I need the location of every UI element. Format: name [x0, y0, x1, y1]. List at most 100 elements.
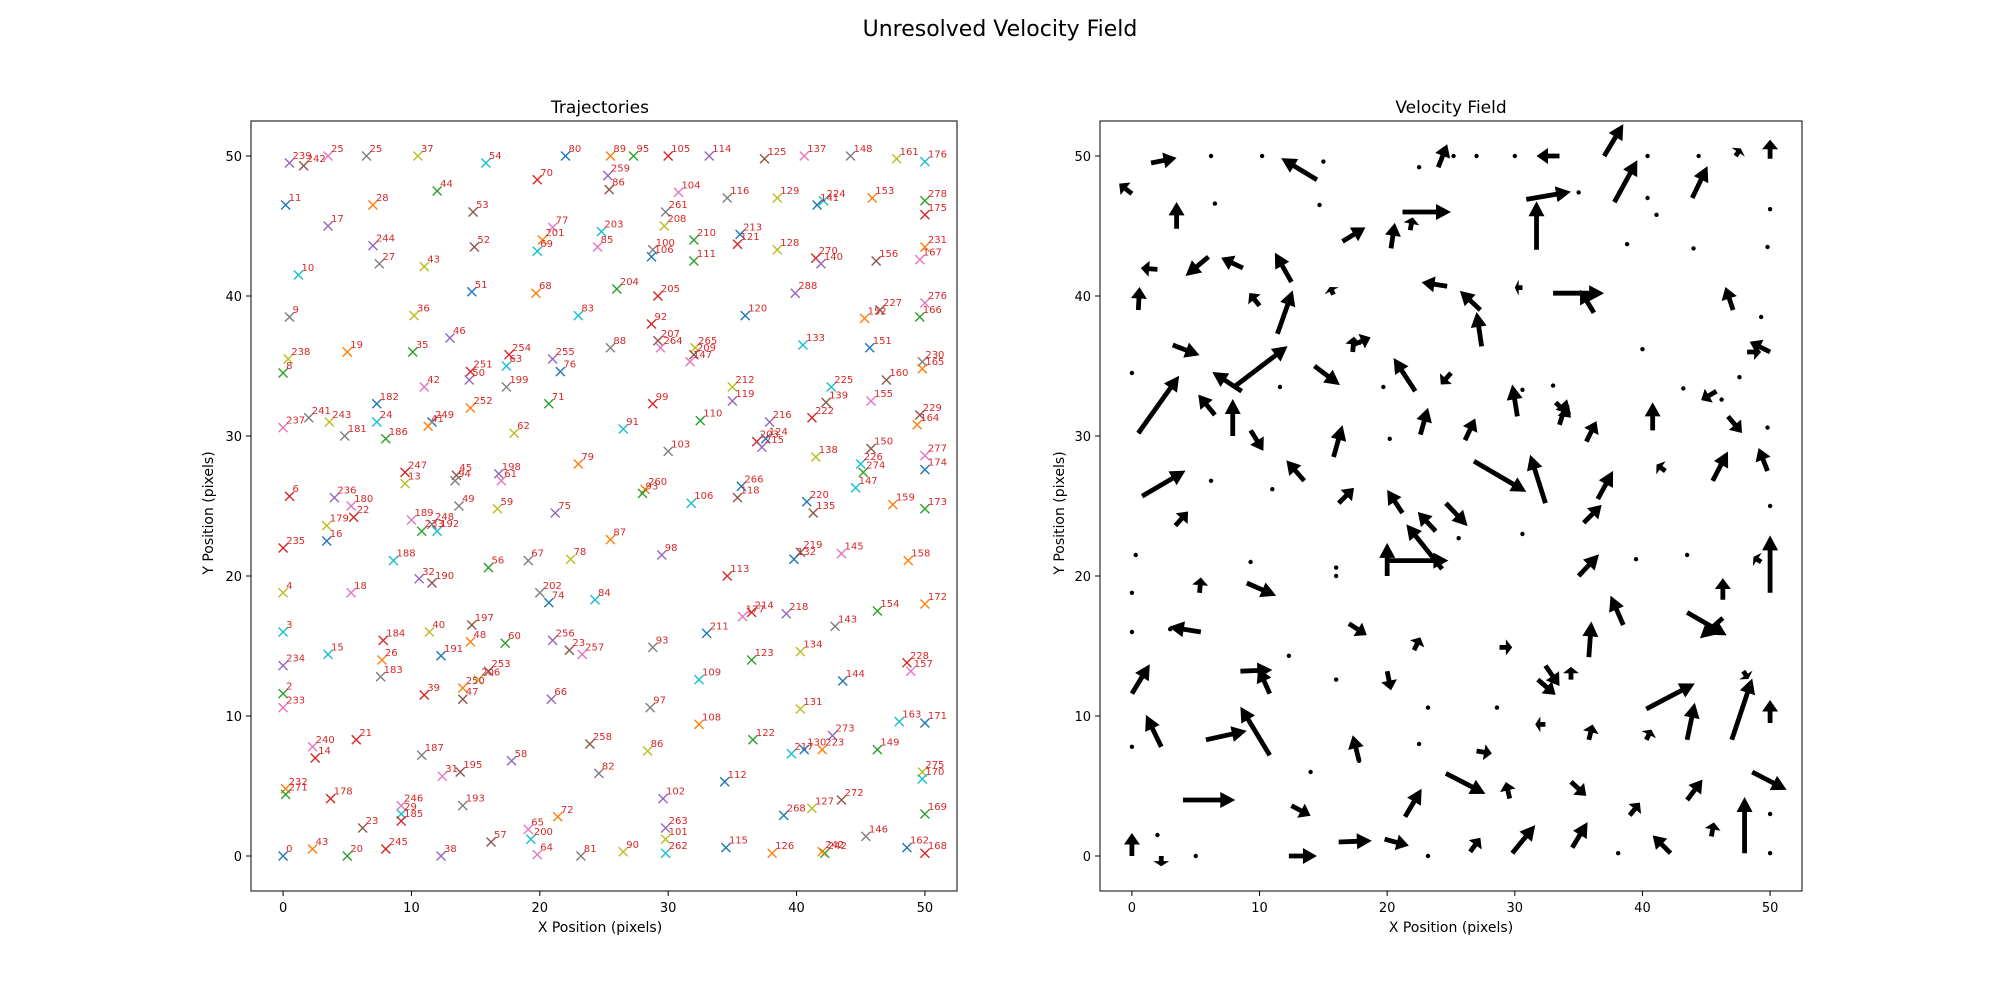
trajectory-marker	[367, 240, 378, 251]
trajectory-marker	[435, 650, 446, 661]
trajectory-marker	[860, 831, 871, 842]
trajectory-label: 74	[552, 591, 565, 602]
trajectory-label: 288	[798, 281, 817, 292]
trajectory-label: 163	[902, 710, 921, 721]
velocity-vector	[1767, 811, 1773, 817]
trajectory-label: 202	[543, 581, 562, 592]
trajectory-marker	[573, 459, 584, 469]
trajectory-label: 106	[694, 491, 713, 502]
velocity-vector	[1290, 803, 1311, 818]
trajectory-marker	[375, 671, 386, 682]
trajectory-label: 243	[332, 410, 351, 421]
trajectory-label: 265	[698, 336, 717, 347]
trajectory-marker	[660, 823, 671, 833]
trajectory-label: 223	[825, 738, 844, 749]
trajectory-marker	[278, 660, 289, 671]
trajectory-label: 181	[348, 424, 367, 435]
trajectory-marker	[310, 753, 321, 763]
trajectory-label: 27	[382, 252, 395, 263]
trajectory-label: 240	[316, 735, 335, 746]
trajectory-label: 75	[558, 501, 571, 512]
velocity-vector	[1402, 204, 1451, 220]
trajectory-label: 113	[730, 564, 749, 575]
trajectory-marker	[919, 450, 930, 461]
trajectory-marker	[552, 811, 563, 822]
trajectories-ytick-label: 0	[234, 850, 242, 865]
trajectory-marker	[760, 433, 771, 444]
trajectory-label: 176	[928, 150, 947, 161]
trajectory-label: 189	[414, 508, 433, 519]
trajectory-label: 86	[612, 178, 625, 189]
trajectory-marker	[914, 254, 925, 265]
velocity-vector	[1755, 448, 1771, 472]
trajectory-label: 70	[540, 168, 553, 179]
trajectory-marker	[673, 187, 684, 198]
velocity-vector	[1387, 552, 1449, 569]
trajectory-label: 278	[928, 189, 947, 200]
trajectory-marker	[736, 481, 747, 492]
trajectory-marker	[695, 415, 706, 426]
trajectory-marker	[901, 842, 912, 853]
velocity-field-title: Velocity Field	[1395, 98, 1506, 118]
velocity-vector	[1129, 744, 1135, 749]
trajectory-marker	[342, 851, 353, 861]
trajectory-label: 154	[880, 599, 899, 610]
trajectory-label: 147	[859, 476, 878, 487]
trajectory-label: 190	[435, 571, 454, 582]
velocity-vector	[1576, 554, 1600, 578]
velocity-vector	[1341, 227, 1366, 244]
trajectory-label: 13	[408, 472, 421, 483]
trajectory-label: 237	[286, 416, 305, 427]
trajectory-marker	[325, 793, 336, 804]
velocity-vector	[1721, 287, 1737, 311]
trajectory-marker	[686, 498, 697, 509]
velocity-vector	[1528, 201, 1545, 250]
trajectory-label: 151	[873, 336, 892, 347]
trajectory-marker	[435, 851, 446, 861]
trajectory-marker	[483, 666, 494, 677]
trajectory-marker	[280, 200, 291, 210]
velocity-vector	[1765, 425, 1770, 430]
velocity-field-xlabel: X Position (pixels)	[1389, 920, 1513, 936]
trajectory-label: 241	[312, 406, 331, 417]
trajectory-marker	[821, 397, 832, 408]
trajectory-label: 23	[572, 638, 585, 649]
trajectory-marker	[339, 431, 350, 441]
velocity-vector	[1451, 153, 1456, 159]
velocity-vector	[1729, 678, 1756, 741]
trajectory-marker	[891, 153, 902, 164]
velocity-vector	[1645, 683, 1695, 712]
velocity-vector	[1752, 552, 1763, 567]
trajectory-marker	[647, 398, 658, 409]
trajectory-marker	[826, 382, 837, 392]
trajectory-marker	[357, 823, 368, 833]
trajectory-marker	[348, 512, 359, 523]
trajectory-marker	[817, 744, 828, 755]
trajectory-label: 226	[864, 452, 883, 463]
trajectory-marker	[547, 354, 558, 364]
trajectory-label: 71	[552, 392, 565, 403]
trajectory-marker	[704, 151, 715, 161]
trajectory-label: 53	[476, 200, 489, 211]
trajectory-label: 225	[834, 375, 853, 386]
velocity-vector	[1155, 832, 1160, 838]
trajectory-marker	[555, 366, 566, 377]
velocity-vector	[1570, 822, 1588, 849]
velocity-field-ytick-label: 30	[1074, 430, 1091, 445]
trajectory-label: 119	[735, 389, 754, 400]
trajectory-marker	[323, 221, 334, 231]
velocity-vector	[1758, 314, 1764, 320]
trajectory-marker	[830, 621, 841, 632]
trajectory-marker	[283, 354, 294, 364]
trajectory-label: 129	[780, 186, 799, 197]
trajectory-marker	[493, 468, 504, 479]
velocity-vector	[1749, 339, 1772, 355]
trajectory-label: 170	[925, 767, 944, 778]
trajectory-label: 213	[743, 222, 762, 233]
velocity-vector	[1462, 418, 1478, 442]
trajectory-marker	[278, 688, 289, 699]
trajectory-label: 60	[508, 631, 521, 642]
trajectory-marker	[819, 848, 830, 859]
trajectory-label: 87	[613, 528, 626, 539]
trajectory-marker	[465, 366, 476, 377]
